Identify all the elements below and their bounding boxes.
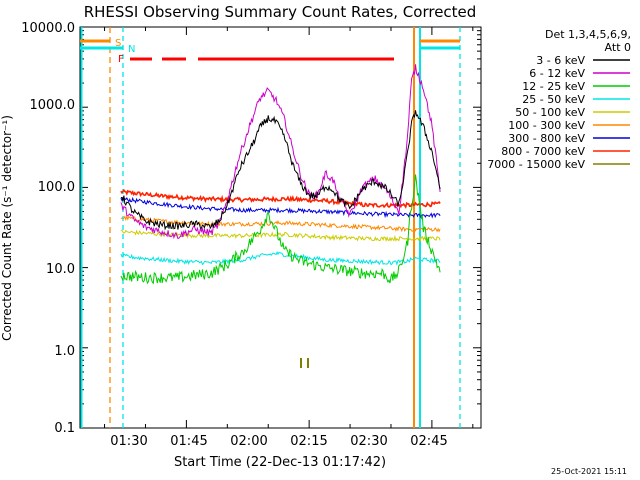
- y-tick-label: 0.1: [54, 421, 75, 436]
- legend-entry-label: 800 - 7000 keV: [501, 145, 585, 158]
- y-tick-labels: 10000.0 1000.0 100.0 10.0 1.0 0.1: [21, 21, 75, 436]
- legend-entry-label: 7000 - 15000 keV: [487, 158, 585, 171]
- night-flag-label: N: [128, 44, 135, 55]
- y-tick-label: 10000.0: [21, 21, 75, 36]
- x-tick-label: 02:45: [410, 434, 447, 449]
- series-line-5: [120, 214, 441, 233]
- flare-flag-label: F: [118, 54, 124, 65]
- series-line-0: [120, 110, 441, 231]
- y-axis-label: Corrected Count Rate (s⁻¹ detector⁻¹): [0, 115, 14, 341]
- legend-entry-label: 12 - 25 keV: [522, 80, 585, 93]
- chart-title: RHESSI Observing Summary Count Rates, Co…: [84, 3, 477, 21]
- legend-entry-label: 100 - 300 keV: [508, 119, 585, 132]
- series-line-4: [120, 229, 441, 243]
- y-tick-label: 10.0: [46, 262, 75, 277]
- x-tick-label: 02:30: [350, 434, 387, 449]
- series-line-2: [120, 174, 441, 285]
- legend-entry-label: 300 - 800 keV: [508, 132, 585, 145]
- x-tick-label: 02:00: [230, 434, 267, 449]
- plot-frame: [79, 26, 482, 429]
- legend-header-line2: Att 0: [605, 41, 631, 54]
- footer-timestamp: 25-Oct-2021 15:11: [551, 467, 627, 476]
- attenuator-marks: [300, 358, 309, 368]
- legend-entry-label: 25 - 50 keV: [522, 93, 585, 106]
- series-layer: [120, 64, 441, 285]
- x-tick-label: 01:45: [170, 434, 207, 449]
- x-tick-label: 02:15: [290, 434, 327, 449]
- legend-entry-label: 3 - 6 keV: [536, 54, 585, 67]
- series-line-3: [120, 250, 441, 266]
- saa-flag-label: S: [115, 38, 121, 49]
- y-tick-label: 1.0: [54, 344, 75, 359]
- x-tick-label: 01:30: [110, 434, 147, 449]
- series-line-7: [120, 188, 441, 209]
- legend-entry-label: 6 - 12 keV: [529, 67, 585, 80]
- y-tick-label: 100.0: [38, 180, 75, 195]
- legend-entry-label: 50 - 100 keV: [515, 106, 585, 119]
- x-tick-labels: 01:30 01:45 02:00 02:15 02:30 02:45: [110, 434, 447, 449]
- legend-header-line1: Det 1,3,4,5,6,9,: [545, 28, 631, 41]
- x-axis-label: Start Time (22-Dec-13 01:17:42): [174, 455, 386, 470]
- series-line-1: [120, 64, 441, 240]
- y-tick-label: 1000.0: [30, 98, 76, 113]
- series-line-6: [120, 196, 441, 219]
- orbit-markers: S N F: [80, 27, 461, 428]
